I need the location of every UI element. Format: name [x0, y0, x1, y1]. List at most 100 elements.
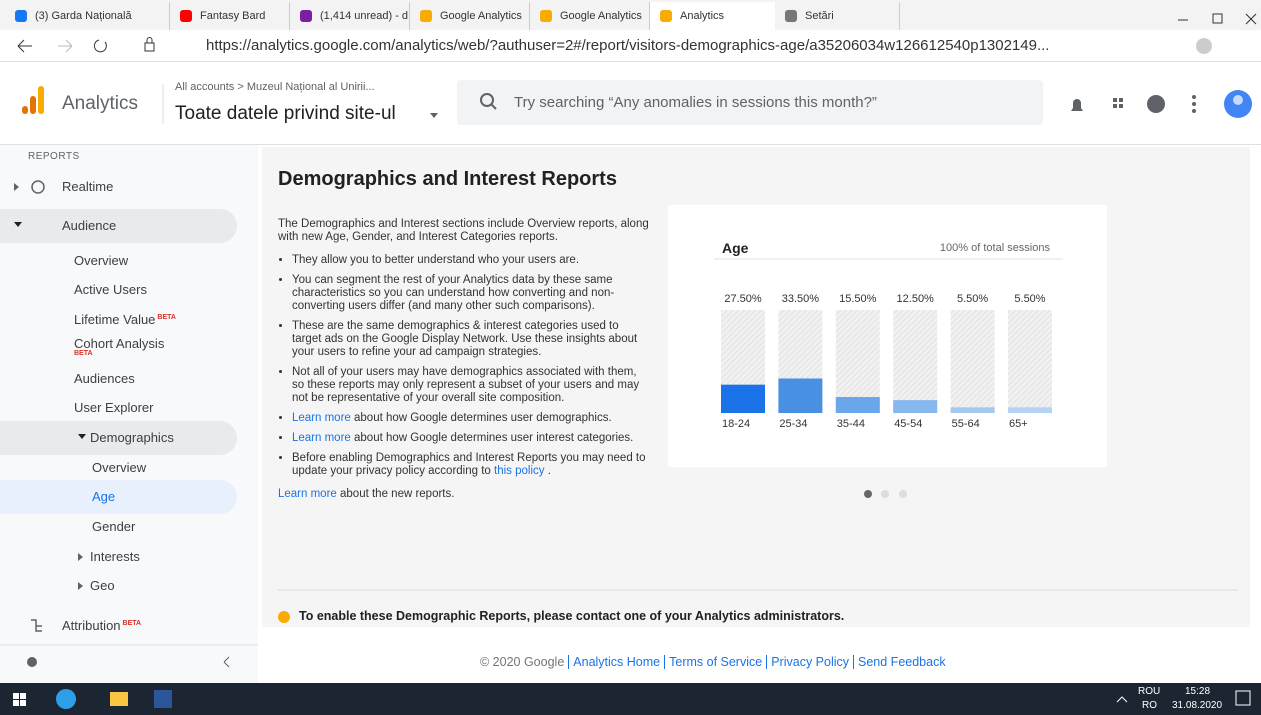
nav-item[interactable]: Geo	[90, 578, 115, 593]
bar-track	[1008, 310, 1052, 413]
clock-time: 15:28	[1185, 686, 1210, 697]
edge-icon[interactable]	[56, 689, 76, 709]
value-label: 5.50%	[1014, 293, 1045, 305]
report-text: The Demographics and Interest sections i…	[278, 218, 650, 501]
category-label: 45-54	[894, 418, 922, 430]
restore-icon[interactable]	[1213, 14, 1222, 23]
bullet: Learn more about how Google determines u…	[292, 432, 650, 445]
browser-tab[interactable]: Fantasy Bard	[170, 2, 290, 30]
nav-label: Age	[92, 489, 115, 504]
bar	[721, 385, 765, 413]
browser-tab[interactable]: (1,414 unread) - d	[290, 2, 410, 30]
nav-label: Lifetime Value	[74, 312, 155, 327]
profile-icon[interactable]	[1196, 38, 1212, 54]
keyboard-layout: RO	[1142, 700, 1157, 711]
nav-item[interactable]: User Explorer	[74, 400, 153, 415]
browser-tab[interactable]: (3) Garda Națională	[5, 2, 170, 30]
nav-item[interactable]: Interests	[90, 549, 140, 564]
nav-arrow	[78, 553, 83, 561]
tab-title: Setări	[805, 10, 834, 22]
nav-item[interactable]: Demographics	[90, 430, 174, 445]
nav-item[interactable]: Realtime	[62, 179, 113, 194]
tab-title: (1,414 unread) - d	[320, 10, 408, 22]
link[interactable]: Learn more	[292, 412, 351, 424]
nav-highlight	[0, 480, 237, 514]
nav-item[interactable]: Active Users	[74, 282, 147, 297]
value-label: 12.50%	[897, 293, 935, 305]
value-label: 33.50%	[782, 293, 820, 305]
word-icon[interactable]	[154, 690, 172, 708]
link[interactable]: Learn more	[292, 432, 351, 444]
nav-item[interactable]: Age	[92, 489, 115, 504]
notifications-icon[interactable]	[1071, 99, 1083, 111]
screen: Age100% of total sessions27.50%18-2433.5…	[0, 0, 1261, 715]
browser-tab[interactable]: Google Analytics	[530, 2, 650, 30]
tab-favicon	[785, 10, 797, 22]
beta-badge: BETA	[157, 314, 176, 321]
text: They allow you to better understand who …	[292, 254, 579, 266]
url[interactable]: https://analytics.google.com/analytics/w…	[206, 37, 1049, 54]
text: about the new reports.	[340, 488, 454, 500]
nav-item[interactable]: Overview	[74, 253, 128, 268]
link[interactable]: Learn more	[278, 488, 337, 500]
bar	[1008, 407, 1052, 413]
copyright: © 2020 Google	[480, 655, 568, 669]
notification-center[interactable]	[1236, 691, 1250, 705]
tab-favicon	[300, 10, 312, 22]
bullet: Learn more about how Google determines u…	[292, 412, 650, 425]
category-label: 18-24	[722, 418, 750, 430]
tab-favicon	[420, 10, 432, 22]
nav-item[interactable]: Audience	[62, 218, 116, 233]
bullet: They allow you to better understand who …	[292, 254, 650, 267]
more-icon[interactable]	[1192, 95, 1196, 113]
view-selector[interactable]: Toate datele privind site-ul	[175, 103, 396, 125]
page-dot[interactable]	[864, 490, 872, 498]
nav-item[interactable]: Gender	[92, 519, 135, 534]
explorer-icon[interactable]	[110, 692, 128, 706]
close-icon[interactable]	[1246, 14, 1256, 24]
page-dot[interactable]	[881, 490, 889, 498]
footer-link[interactable]: Analytics Home	[568, 655, 664, 669]
settings-icon[interactable]	[27, 657, 37, 667]
text: You can segment the rest of your Analyti…	[292, 274, 614, 312]
apps-icon[interactable]	[1113, 98, 1123, 108]
forward-icon[interactable]	[58, 40, 72, 52]
nav-highlight	[0, 209, 237, 243]
browser-tab[interactable]: Analytics	[650, 2, 775, 30]
back-icon[interactable]	[18, 40, 32, 52]
help-icon[interactable]	[1147, 95, 1165, 113]
nav-item[interactable]: Overview	[92, 460, 146, 475]
footer-link[interactable]: Privacy Policy	[766, 655, 853, 669]
tray-chevron[interactable]	[1117, 697, 1127, 702]
intro: The Demographics and Interest sections i…	[278, 218, 650, 244]
text: Not all of your users may have demograph…	[292, 366, 639, 404]
browser-tab[interactable]: Google Analytics	[410, 2, 530, 30]
search-placeholder[interactable]: Try searching “Any anomalies in sessions…	[514, 94, 877, 111]
chart-title: Age	[722, 240, 749, 256]
link[interactable]: this policy	[494, 465, 545, 477]
text: These are the same demographics & intere…	[292, 320, 637, 358]
footer-link[interactable]: Terms of Service	[664, 655, 766, 669]
browser-tab[interactable]: Setări	[775, 2, 900, 30]
nav-item[interactable]: Audiences	[74, 371, 135, 386]
notice-icon	[278, 611, 290, 623]
account-avatar-head	[1233, 95, 1243, 105]
page-dot[interactable]	[899, 490, 907, 498]
nav-label: Gender	[92, 519, 135, 534]
category-label: 65+	[1009, 418, 1028, 430]
nav-item[interactable]: Cohort Analysis	[74, 336, 164, 351]
bar-track	[893, 310, 937, 413]
nav-arrow	[78, 434, 86, 439]
start-button[interactable]	[13, 693, 26, 706]
sidebar-section: REPORTS	[28, 151, 80, 162]
breadcrumb[interactable]: All accounts > Muzeul Național al Unirii…	[175, 81, 375, 93]
beta-badge: BETA	[123, 620, 142, 627]
refresh-icon[interactable]	[94, 40, 106, 52]
bar	[893, 400, 937, 413]
realtime-icon	[32, 181, 44, 193]
collapse-icon[interactable]	[224, 657, 229, 667]
footer-link[interactable]: Send Feedback	[853, 655, 950, 669]
